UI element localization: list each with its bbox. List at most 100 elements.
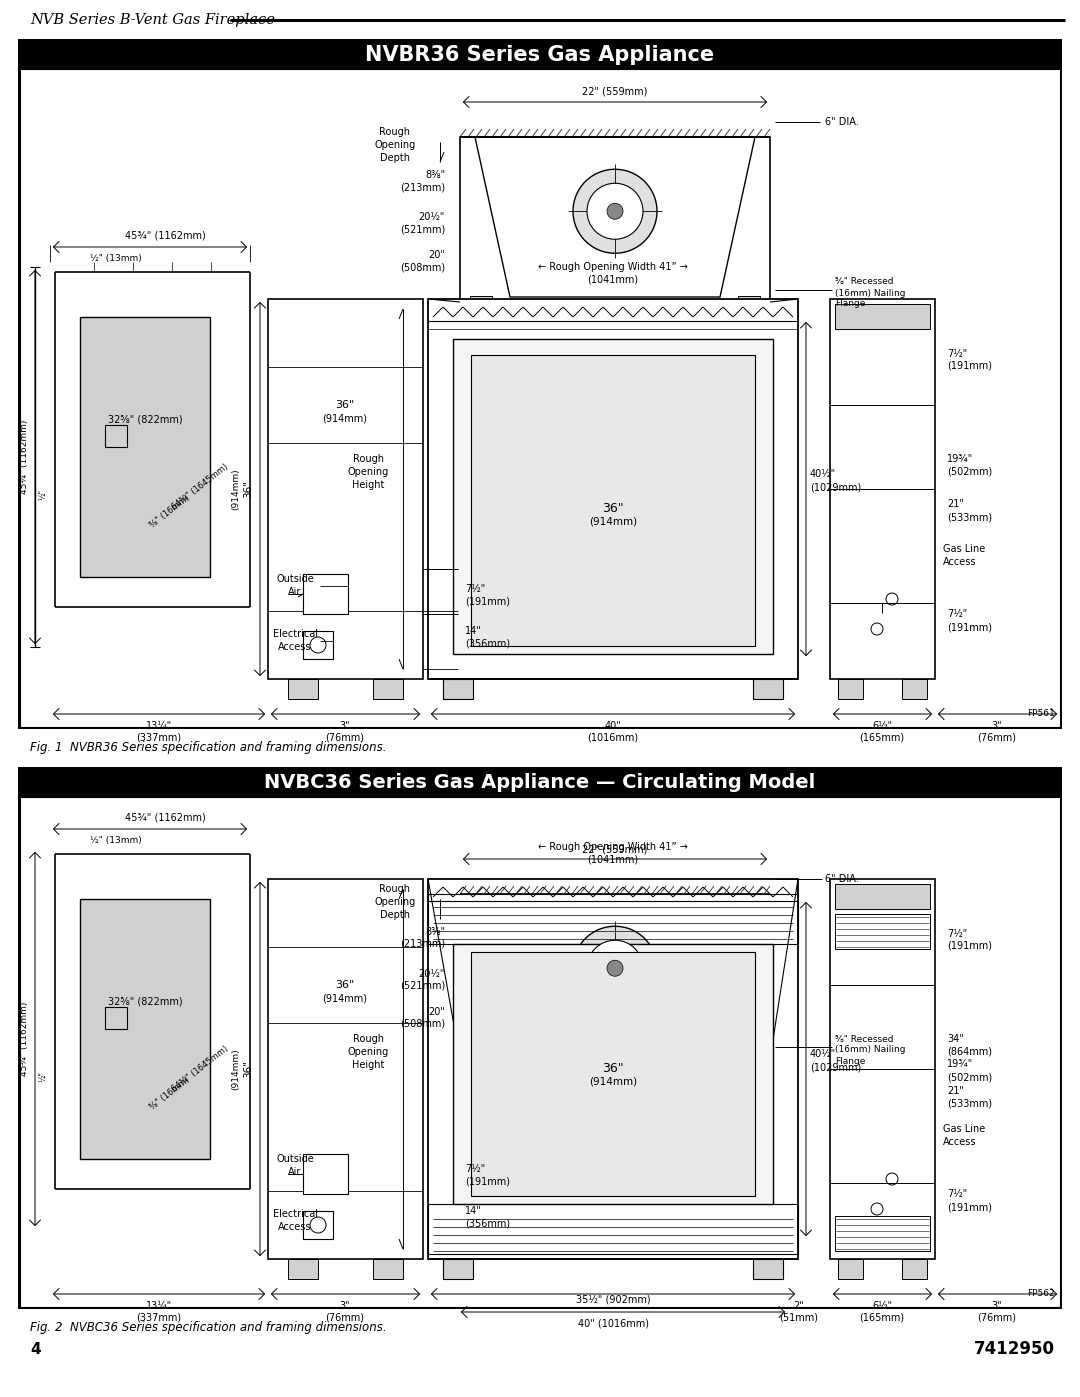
Text: 40½": 40½" [810,469,836,479]
Bar [831,299,935,679]
Bar [303,631,333,659]
Bar [428,1204,798,1255]
Text: (1029mm): (1029mm) [810,1062,861,1071]
Text: Access: Access [279,643,312,652]
Text: (337mm): (337mm) [136,1313,181,1323]
Text: 64¾" (1645mm): 64¾" (1645mm) [170,1044,230,1094]
Text: (914mm): (914mm) [323,414,367,423]
Text: ⅝" (16mm): ⅝" (16mm) [148,493,191,531]
Bar [443,1259,473,1280]
Bar [470,296,492,314]
Bar [105,425,127,447]
Text: 20": 20" [428,1007,445,1017]
Text: Fig. 2  NVBC36 Series specification and framing dimensions.: Fig. 2 NVBC36 Series specification and f… [30,1320,387,1334]
Bar [428,894,798,944]
Text: (16mm) Nailing: (16mm) Nailing [835,1045,905,1055]
Text: (213mm): (213mm) [400,182,445,191]
Text: (191mm): (191mm) [465,597,510,606]
Circle shape [607,203,623,219]
Bar [303,1154,348,1194]
Text: 6½": 6½" [872,1301,892,1310]
Text: 36": 36" [603,1063,624,1076]
Text: 13¼": 13¼" [146,1301,172,1310]
Text: (1029mm): (1029mm) [810,482,861,492]
Text: 22" (559mm): 22" (559mm) [582,844,648,854]
Bar [460,137,770,302]
Bar [471,951,755,1196]
Bar [460,894,770,1059]
Bar [443,679,473,698]
Bar [303,1211,333,1239]
Text: NVBR36 Series Gas Appliance: NVBR36 Series Gas Appliance [365,45,715,66]
Text: (191mm): (191mm) [947,360,993,372]
Bar [835,1215,930,1250]
Text: NVB Series B-Vent Gas Fireplace: NVB Series B-Vent Gas Fireplace [30,13,275,27]
Text: (191mm): (191mm) [465,1176,510,1186]
Text: Height: Height [352,481,384,490]
Text: Electrical: Electrical [272,629,318,638]
Text: 32⅝" (822mm): 32⅝" (822mm) [108,414,183,425]
Text: 19¾": 19¾" [947,1059,973,1069]
Text: (356mm): (356mm) [465,1220,510,1229]
Text: 7½": 7½" [947,609,968,619]
Bar [373,1259,403,1280]
Circle shape [588,183,643,239]
Text: Height: Height [352,1060,384,1070]
Circle shape [607,960,623,977]
Bar [738,296,760,314]
Text: (1016mm): (1016mm) [588,733,638,743]
Text: Outside: Outside [276,1154,314,1164]
Text: Rough: Rough [379,127,410,137]
Bar [303,574,348,615]
Text: 3": 3" [340,721,350,731]
Text: 7½": 7½" [465,1164,485,1173]
Text: 64¾" (1645mm): 64¾" (1645mm) [170,462,230,511]
Text: Depth: Depth [380,909,410,921]
Bar [373,679,403,698]
Bar [428,299,798,679]
Text: ½": ½" [38,1071,46,1083]
Text: (914mm): (914mm) [231,1048,241,1090]
Circle shape [573,926,657,1010]
Text: Depth: Depth [380,154,410,163]
Text: (51mm): (51mm) [780,1313,819,1323]
Text: Rough: Rough [352,1034,383,1044]
Text: ⅝" Recessed: ⅝" Recessed [835,1035,893,1044]
Bar [470,1053,492,1071]
Text: 20½": 20½" [419,212,445,222]
Text: 3": 3" [340,1301,350,1310]
Text: (213mm): (213mm) [400,939,445,949]
Circle shape [573,169,657,253]
Text: 40": 40" [605,721,621,731]
Text: ← Rough Opening Width 41” →: ← Rough Opening Width 41” → [538,263,688,272]
Bar [453,944,773,1204]
Text: 35½" (902mm): 35½" (902mm) [576,1295,650,1305]
Text: 7½": 7½" [465,584,485,594]
Text: ⅝" Recessed: ⅝" Recessed [835,278,893,286]
Bar [80,900,210,1160]
Bar [18,767,1062,1309]
Bar [21,798,1059,1308]
Bar [902,1259,927,1280]
Text: Access: Access [943,557,976,567]
Bar [835,884,930,909]
Text: (76mm): (76mm) [325,1313,365,1323]
Text: 8⅜": 8⅜" [424,928,445,937]
Text: Gas Line: Gas Line [943,1125,985,1134]
Text: (76mm): (76mm) [977,733,1016,743]
Text: Rough: Rough [379,884,410,894]
Bar [268,879,423,1259]
Text: 20½": 20½" [419,970,445,979]
Bar [268,299,423,679]
Text: (533mm): (533mm) [947,511,993,522]
Text: 36": 36" [336,981,354,990]
Text: 21": 21" [947,1085,963,1097]
Bar [288,1259,318,1280]
Text: (1041mm): (1041mm) [588,855,638,865]
Text: 36": 36" [336,401,354,411]
Text: 7½": 7½" [947,1189,968,1199]
Text: 7412950: 7412950 [974,1340,1055,1358]
Text: (533mm): (533mm) [947,1099,993,1109]
Bar [835,914,930,949]
Text: (864mm): (864mm) [947,1046,993,1058]
